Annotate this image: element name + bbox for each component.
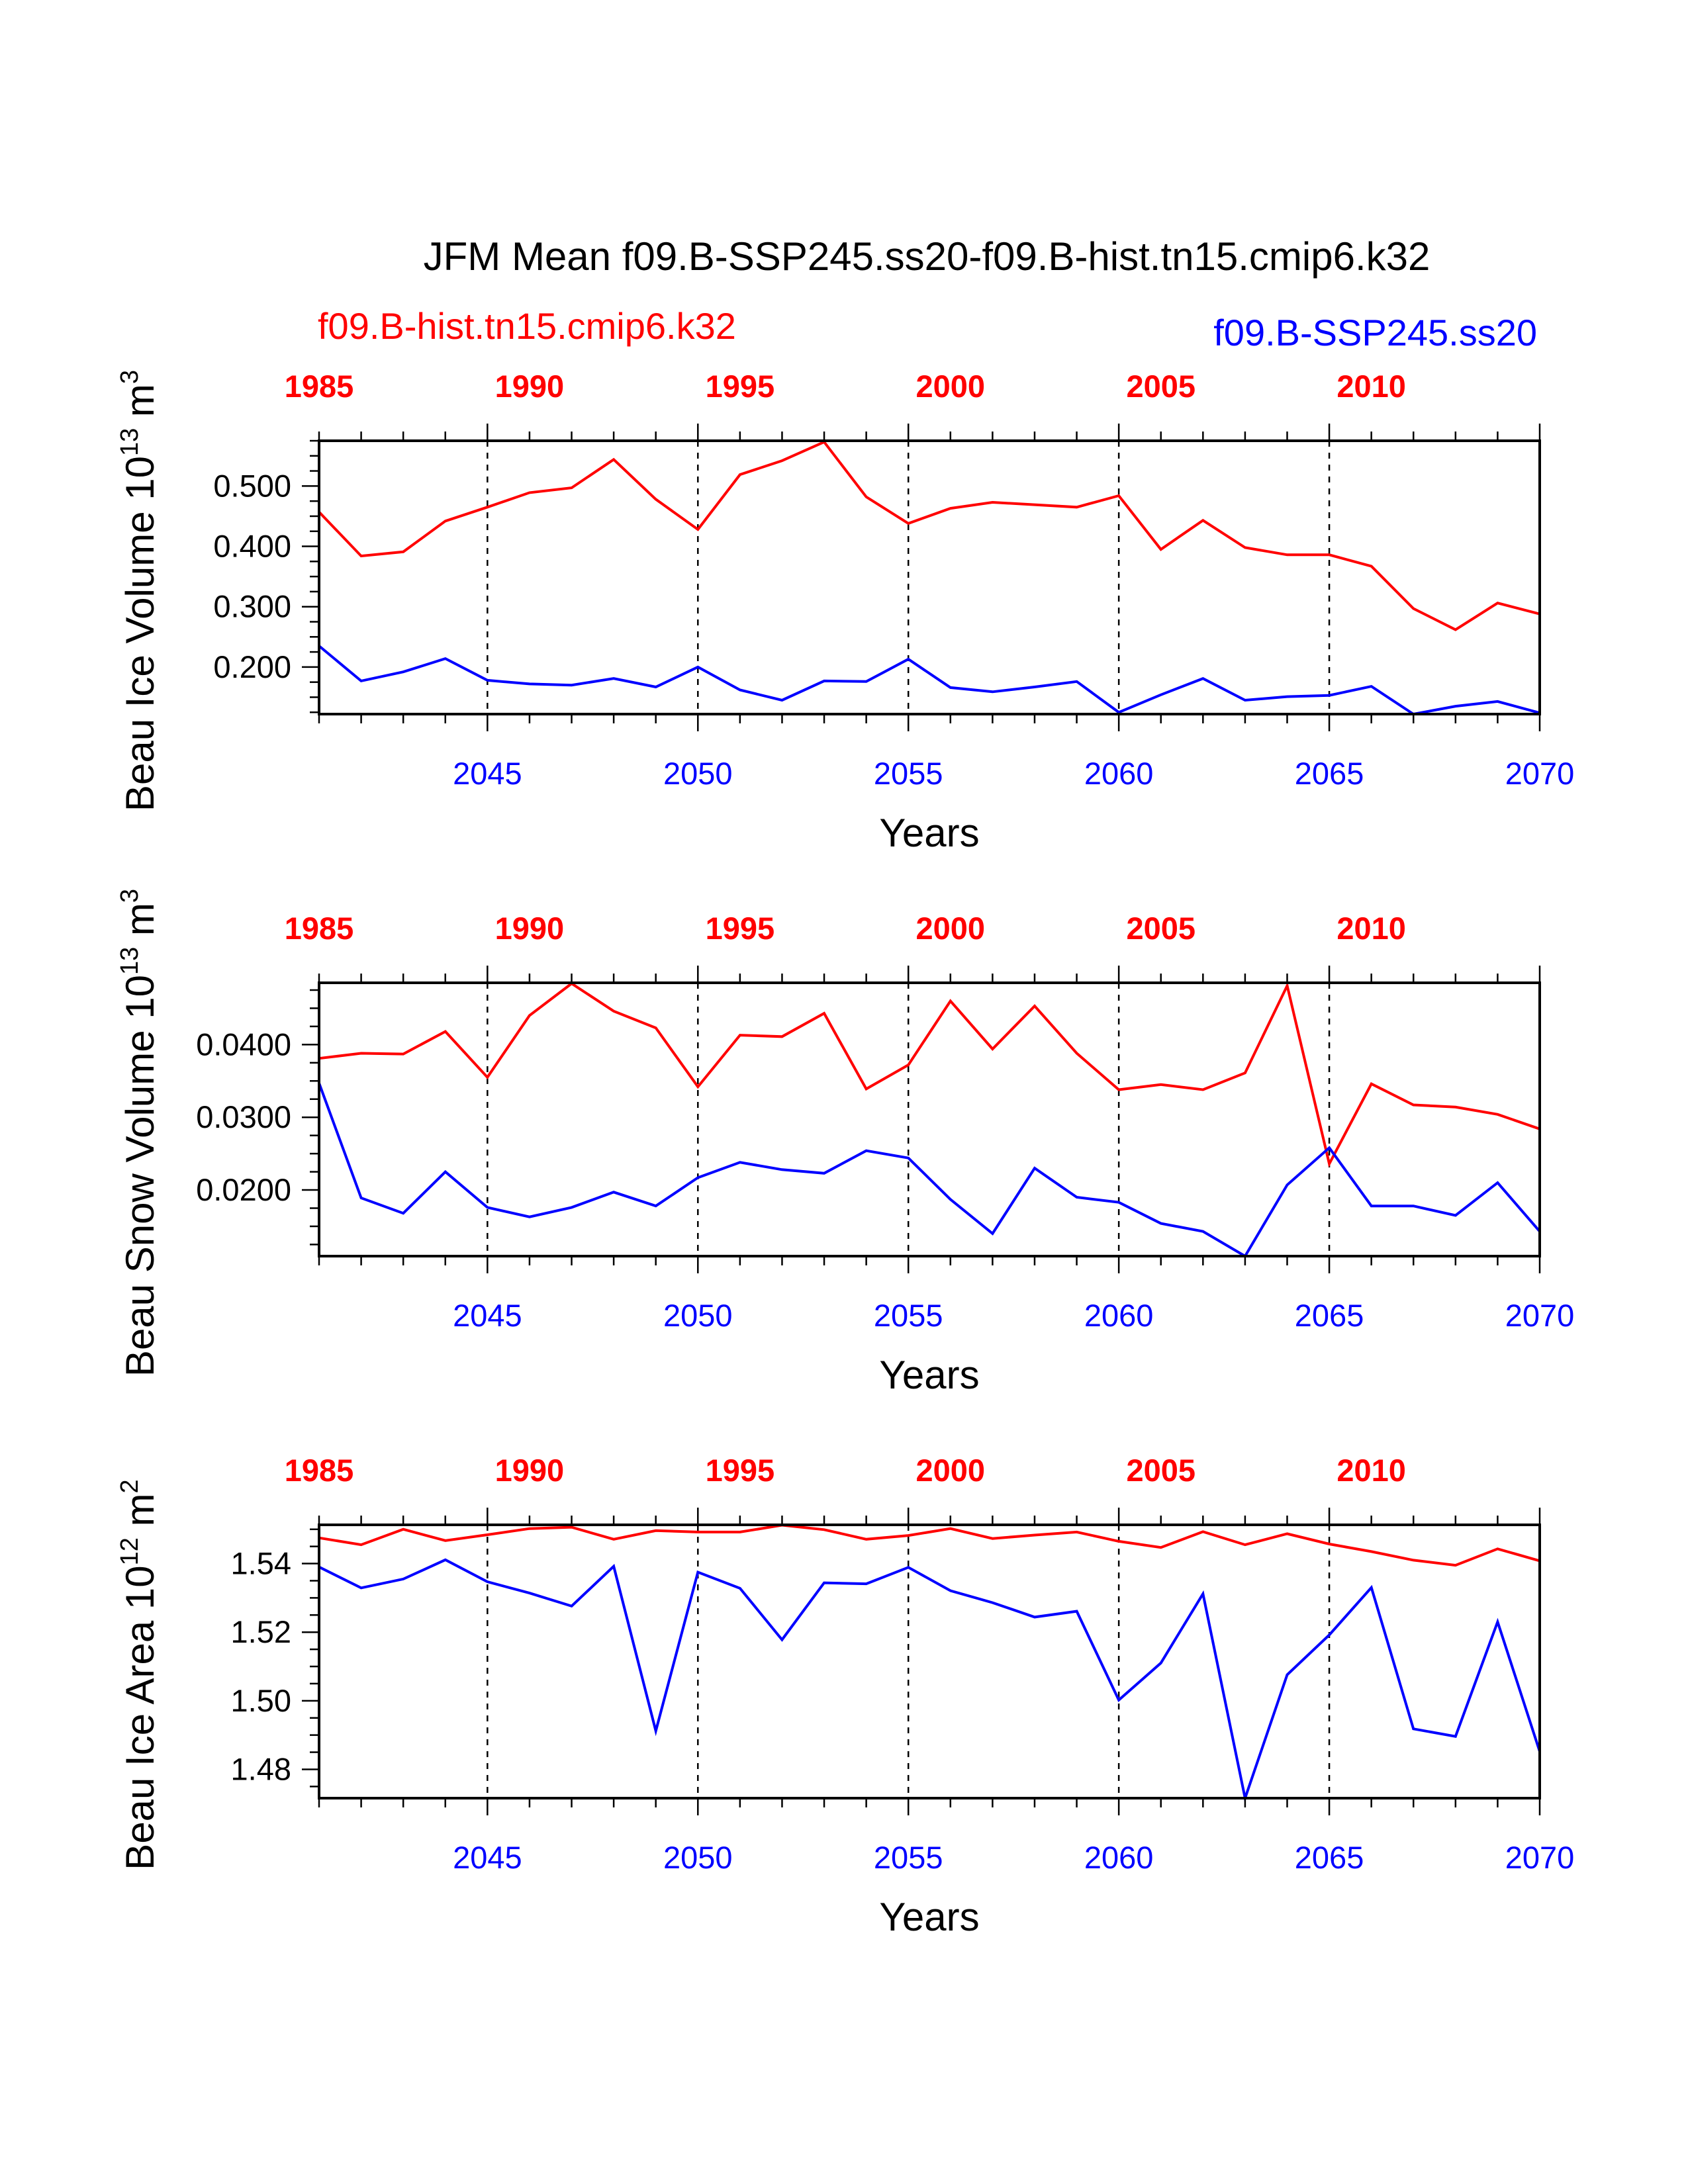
y-tick-label: 0.0300 [196,1099,291,1134]
x-bottom-tick-label: 2055 [874,756,943,791]
x-top-tick-label: 1990 [495,911,565,946]
x-bottom-tick-label: 2050 [663,756,733,791]
x-bottom-tick-label: 2065 [1295,1298,1364,1333]
x-top-tick-label: 2005 [1126,369,1196,404]
series-line-hist [318,1524,1540,1567]
y-axis-title: Beau Snow Volume 1013 m3 [116,889,162,1377]
x-bottom-tick-label: 2060 [1084,1298,1154,1333]
x-bottom-tick-label: 2050 [663,1840,733,1875]
x-top-tick-label: 2005 [1126,1453,1196,1488]
plot-border [318,1524,1541,1799]
y-tick-label: 1.48 [231,1751,291,1786]
x-bottom-tick-label: 2045 [453,1840,522,1875]
x-top-tick-label: 1990 [495,1453,565,1488]
chart-panel-3: 2045 2050 2055 2060 2065 2070 1985 1990 1995 2000… [116,1453,1574,1939]
x-bottom-tick-label: 2060 [1084,1840,1154,1875]
x-top-tick-label: 2000 [916,369,986,404]
x-top-tick-label: 1985 [285,369,354,404]
x-top-tick-label: 1985 [285,1453,354,1488]
chart-panels: 2045 2050 2055 2060 2065 2070 1985 1990 1995 2000… [116,369,1574,1939]
figure-title: JFM Mean f09.B-SSP245.ss20-f09.B-hist.tn… [424,234,1430,279]
x-top-tick-label: 1985 [285,911,354,946]
x-top-tick-label: 2010 [1336,1453,1406,1488]
x-bottom-tick-label: 2060 [1084,756,1154,791]
x-bottom-tick-label: 2070 [1505,1298,1575,1333]
x-axis-title: Years [879,1895,979,1939]
series-line-hist [318,981,1540,1168]
y-tick-label: 0.0400 [196,1026,291,1062]
x-top-tick-label: 1995 [706,1453,775,1488]
x-top-tick-label: 2005 [1126,911,1196,946]
y-tick-label: 1.50 [231,1683,291,1718]
chart-panel-2: 2045 2050 2055 2060 2065 2070 1985 1990 1995 2000… [116,889,1574,1397]
y-tick-label: 0.0200 [196,1172,291,1207]
x-bottom-tick-label: 2045 [453,756,522,791]
y-tick-label: 0.500 [213,468,291,503]
x-top-tick-label: 2010 [1336,369,1406,404]
legend-hist-label: f09.B-hist.tn15.cmip6.k32 [318,305,736,347]
y-tick-label: 0.200 [213,649,291,684]
series-line-ssp [318,645,1540,716]
x-bottom-tick-label: 2065 [1295,756,1364,791]
x-top-tick-label: 1995 [706,911,775,946]
plot-border [318,981,1541,1257]
chart-panel-1: 2045 2050 2055 2060 2065 2070 1985 1990 1995 2000… [116,369,1574,855]
x-bottom-tick-label: 2065 [1295,1840,1364,1875]
x-top-tick-label: 1990 [495,369,565,404]
y-tick-label: 0.400 [213,529,291,564]
y-axis-title: Beau Ice Volume 1013 m3 [116,370,162,811]
x-bottom-tick-label: 2045 [453,1298,522,1333]
x-bottom-tick-label: 2055 [874,1298,943,1333]
x-bottom-tick-label: 2055 [874,1840,943,1875]
series-line-ssp [318,1558,1541,1803]
legend-ssp-label: f09.B-SSP245.ss20 [1213,312,1537,353]
x-top-tick-label: 2010 [1336,911,1406,946]
x-axis-title: Years [879,811,979,855]
x-axis-title: Years [879,1353,979,1397]
y-tick-label: 1.52 [231,1614,291,1649]
x-bottom-tick-label: 2070 [1505,1840,1575,1875]
x-top-tick-label: 2000 [916,1453,986,1488]
series-line-ssp [318,1082,1541,1258]
series-line-hist [318,440,1540,631]
y-tick-label: 1.54 [231,1546,291,1581]
x-bottom-tick-label: 2050 [663,1298,733,1333]
y-tick-label: 0.300 [213,589,291,624]
plot-border [318,439,1541,715]
x-top-tick-label: 1995 [706,369,775,404]
x-top-tick-label: 2000 [916,911,986,946]
y-axis-title: Beau Ice Area 1012 m2 [116,1479,162,1870]
x-bottom-tick-label: 2070 [1505,756,1575,791]
